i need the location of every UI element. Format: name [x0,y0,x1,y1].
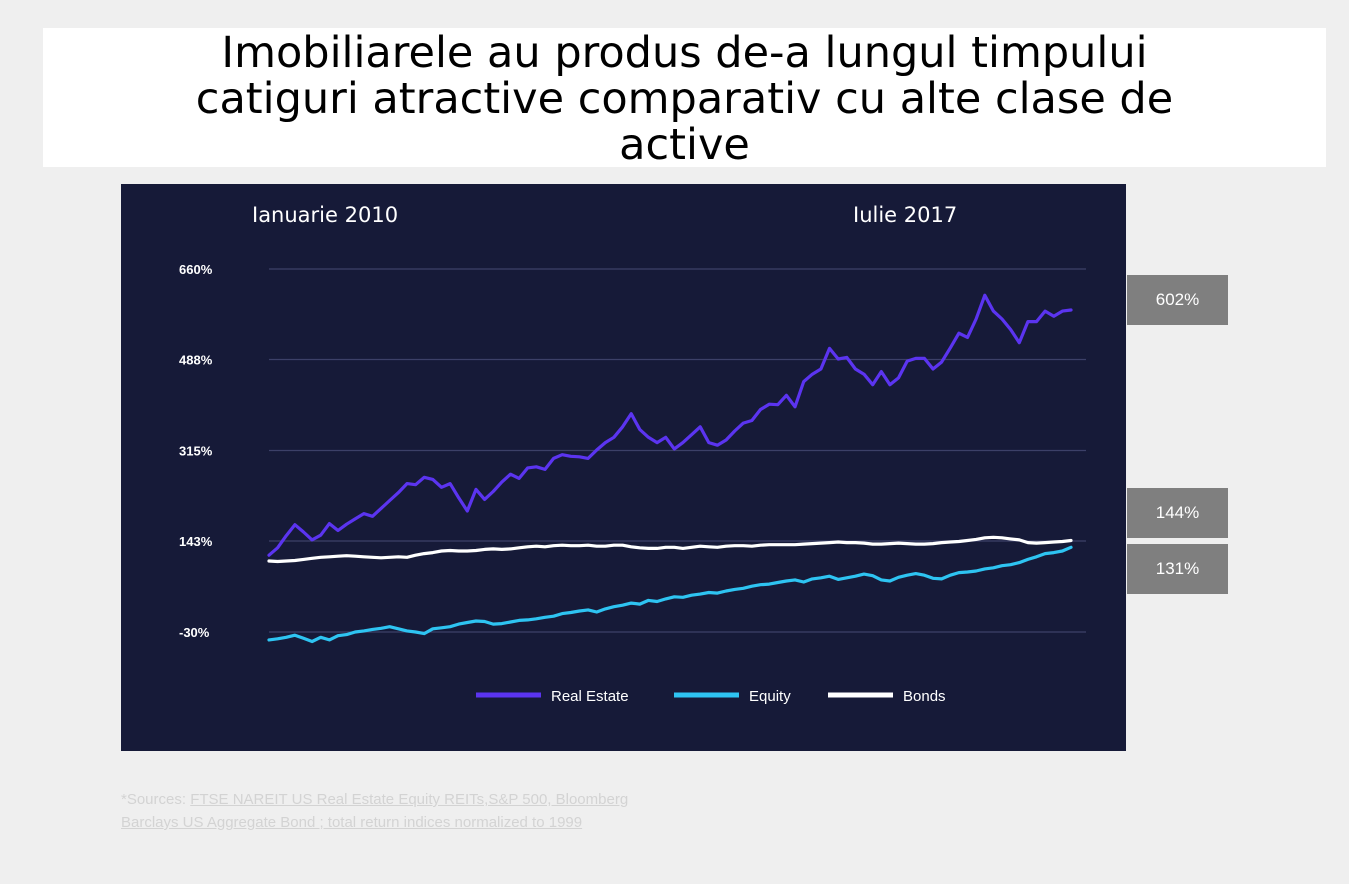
y-tick-label: 488% [179,352,213,367]
bonds-end-value: 144% [1127,488,1228,538]
end-date-label: Iulie 2017 [853,203,958,227]
equity-end-value: 131% [1127,544,1228,594]
sources-prefix: *Sources: [121,791,191,808]
start-date-label: Ianuarie 2010 [252,203,399,227]
real-estate-end-value: 602% [1127,275,1228,325]
y-tick-label: 660% [179,262,213,277]
title-line-1: Imobiliarele au produs de-a lungul timpu… [221,28,1148,78]
legend-label: Equity [749,688,791,705]
title-line-2: catiguri atractive comparativ cu alte cl… [195,74,1174,124]
page-title: Imobiliarele au produs de-a lungul timpu… [43,28,1326,168]
title-box: Imobiliarele au produs de-a lungul timpu… [43,28,1326,168]
bonds-line [267,535,1073,564]
real-estate-line [267,293,1073,557]
y-tick-label: 143% [179,534,213,549]
legend-label: Real Estate [551,688,629,705]
sources-note: *Sources: FTSE NAREIT US Real Estate Equ… [121,788,821,834]
y-tick-label: -30% [179,625,210,640]
equity-line [267,545,1073,644]
chart-panel: -30% 143% 315% 488% 660% Real Estate Equity Bon… [121,184,1126,751]
title-line-3: active [619,120,750,170]
y-tick-label: 315% [179,444,213,459]
line-chart: -30% 143% 315% 488% 660% Real Estate Equity Bon… [179,262,1086,705]
legend-label: Bonds [903,688,946,705]
sources-link-2[interactable]: Barclays US Aggregate Bond ; total retur… [121,814,583,831]
sources-link-1[interactable]: FTSE NAREIT US Real Estate Equity REITs,… [190,791,629,808]
